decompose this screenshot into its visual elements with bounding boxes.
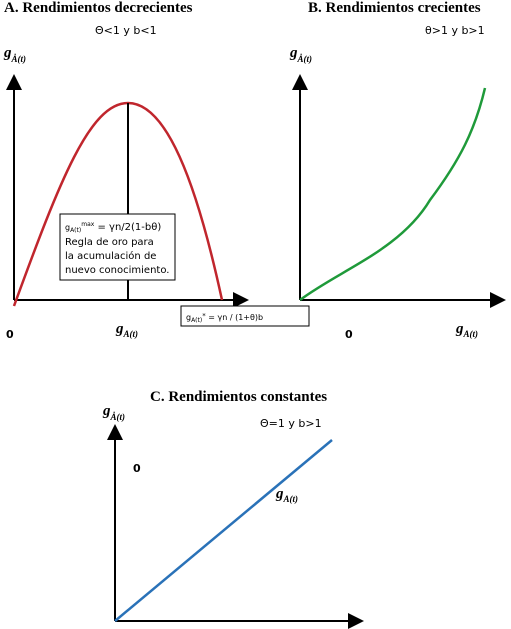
curve xyxy=(299,87,487,302)
line-label: gA(t) xyxy=(275,486,298,504)
panel-title: C. Rendimientos constantes xyxy=(150,389,327,405)
panel-a: A. Rendimientos decrecientes Θ<1 y b<1 g… xyxy=(3,0,310,341)
text-part: = γn / (1+θ)b xyxy=(206,313,263,322)
panel-c: C. Rendimientos constantes Θ=1 y b>1 gȦ(… xyxy=(102,389,364,629)
condition: Θ=1 y b>1 xyxy=(260,417,322,430)
text-part: Ȧ(t) xyxy=(110,412,126,422)
text-part: = γn/2(1-bθ) xyxy=(94,222,161,233)
max-formula: gA(t)max = γn/2(1-bθ) xyxy=(65,221,161,234)
text-part: A(t) xyxy=(123,329,139,339)
text-part: g xyxy=(115,321,124,337)
text-part: g xyxy=(102,403,111,419)
text-part: g xyxy=(289,45,298,61)
condition: Θ<1 y b<1 xyxy=(95,24,157,37)
y-axis-label: gȦ(t) xyxy=(102,403,125,422)
box-line: Regla de oro para xyxy=(65,237,154,248)
text-part: g xyxy=(65,223,70,232)
text-part: A(t) xyxy=(70,227,81,234)
y-axis-label: gȦ(t) xyxy=(3,45,26,64)
max-box xyxy=(59,213,176,281)
text-part: Ȧ(t) xyxy=(11,54,27,64)
line xyxy=(114,439,333,622)
panel-title: B. Rendimientos crecientes xyxy=(308,0,481,16)
text-part: A(t) xyxy=(283,494,299,504)
panel-b: B. Rendimientos crecientes θ>1 y b>1 gȦ(… xyxy=(289,0,506,341)
star-formula: gA(t)* = γn / (1+θ)b xyxy=(186,312,263,324)
origin-label: 0 xyxy=(345,328,353,341)
y-axis-label: gȦ(t) xyxy=(289,45,312,64)
box-line: nuevo conocimiento. xyxy=(65,265,169,276)
text-part: Ȧ(t) xyxy=(297,54,313,64)
text-part: g xyxy=(186,313,191,322)
text-part: * xyxy=(202,312,206,320)
text-part: g xyxy=(455,321,464,337)
condition: θ>1 y b>1 xyxy=(425,24,485,37)
x-axis-label: gA(t) xyxy=(455,321,478,339)
origin-label: 0 xyxy=(133,462,141,475)
text-part: A(t) xyxy=(191,317,202,324)
text-part: g xyxy=(3,45,12,61)
panel-title: A. Rendimientos decrecientes xyxy=(4,0,193,16)
text-part: g xyxy=(275,486,284,502)
box-line: la acumulación de xyxy=(65,250,156,262)
x-axis-label: gA(t) xyxy=(115,321,138,339)
origin-label: 0 xyxy=(6,328,14,341)
star-box xyxy=(180,305,310,327)
text-part: max xyxy=(81,221,95,228)
text-part: A(t) xyxy=(463,329,479,339)
